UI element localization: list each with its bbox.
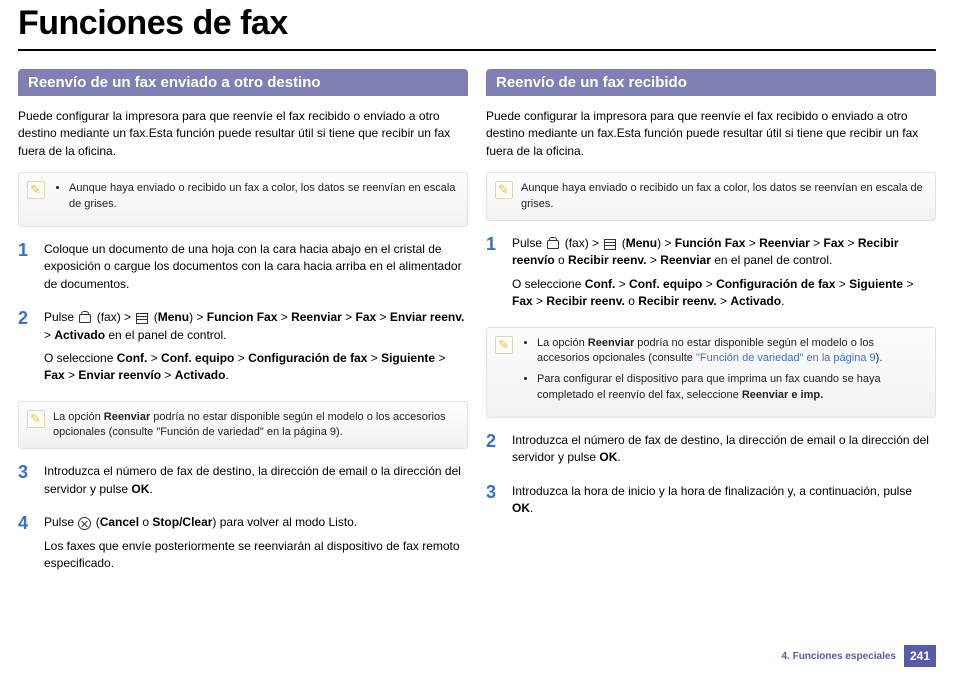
note-text: Aunque haya enviado o recibido un fax a … xyxy=(69,181,457,212)
pencil-note-icon xyxy=(495,181,513,199)
note-text: La opción Reenviar podría no estar dispo… xyxy=(537,336,925,367)
page-title: Funciones de fax xyxy=(18,0,936,51)
step-text: Pulse (fax) > (Menu) > Funcion Fax > Ree… xyxy=(44,309,468,344)
step-text: O seleccione Conf. > Conf. equipo > Conf… xyxy=(44,350,468,385)
left-column: Reenvío de un fax enviado a otro destino… xyxy=(18,69,468,588)
step-number: 1 xyxy=(486,235,502,317)
right-column: Reenvío de un fax recibido Puede configu… xyxy=(486,69,936,588)
page-footer: 4. Funciones especiales 241 xyxy=(781,645,936,667)
step-text: O seleccione Conf. > Conf. equipo > Conf… xyxy=(512,276,936,311)
fax-icon xyxy=(78,311,92,325)
step-number: 4 xyxy=(18,514,34,578)
menu-icon xyxy=(135,311,149,325)
pencil-note-icon xyxy=(495,336,513,354)
note-box: La opción Reenviar podría no estar dispo… xyxy=(18,401,468,450)
step-row: 1 Coloque un documento de una hoja con l… xyxy=(18,241,468,299)
step-row: 3 Introduzca la hora de inicio y la hora… xyxy=(486,483,936,524)
step-text: Coloque un documento de una hoja con la … xyxy=(44,241,468,293)
note-box: Aunque haya enviado o recibido un fax a … xyxy=(18,172,468,227)
step-text: Introduzca el número de fax de destino, … xyxy=(44,463,468,498)
step-text: Introduzca el número de fax de destino, … xyxy=(512,432,936,467)
note-box: La opción Reenviar podría no estar dispo… xyxy=(486,327,936,419)
fax-icon xyxy=(546,237,560,251)
left-intro: Puede configurar la impresora para que r… xyxy=(18,108,468,160)
note-text: La opción Reenviar podría no estar dispo… xyxy=(53,410,457,441)
step-row: 3 Introduzca el número de fax de destino… xyxy=(18,463,468,504)
section-header-right: Reenvío de un fax recibido xyxy=(486,69,936,96)
step-text: Pulse (fax) > (Menu) > Función Fax > Ree… xyxy=(512,235,936,270)
footer-chapter: 4. Funciones especiales xyxy=(781,651,896,662)
step-number: 1 xyxy=(18,241,34,299)
step-number: 3 xyxy=(486,483,502,524)
right-intro: Puede configurar la impresora para que r… xyxy=(486,108,936,160)
step-row: 2 Introduzca el número de fax de destino… xyxy=(486,432,936,473)
note-box: Aunque haya enviado o recibido un fax a … xyxy=(486,172,936,221)
step-row: 4 Pulse (Cancel o Stop/Clear) para volve… xyxy=(18,514,468,578)
step-row: 1 Pulse (fax) > (Menu) > Función Fax > R… xyxy=(486,235,936,317)
pencil-note-icon xyxy=(27,181,45,199)
variety-link[interactable]: "Función de variedad" en la página 9 xyxy=(696,352,876,364)
step-text: Pulse (Cancel o Stop/Clear) para volver … xyxy=(44,514,468,531)
step-row: 2 Pulse (fax) > (Menu) > Funcion Fax > R… xyxy=(18,309,468,391)
section-header-left: Reenvío de un fax enviado a otro destino xyxy=(18,69,468,96)
menu-icon xyxy=(603,237,617,251)
step-number: 2 xyxy=(18,309,34,391)
footer-page-number: 241 xyxy=(904,645,936,667)
step-number: 2 xyxy=(486,432,502,473)
note-text: Aunque haya enviado o recibido un fax a … xyxy=(521,181,925,212)
pencil-note-icon xyxy=(27,410,45,428)
note-text: Para configurar el dispositivo para que … xyxy=(537,372,925,403)
step-text: Introduzca la hora de inicio y la hora d… xyxy=(512,483,936,518)
step-text: Los faxes que envíe posteriormente se re… xyxy=(44,538,468,573)
step-number: 3 xyxy=(18,463,34,504)
cancel-icon xyxy=(78,517,91,530)
